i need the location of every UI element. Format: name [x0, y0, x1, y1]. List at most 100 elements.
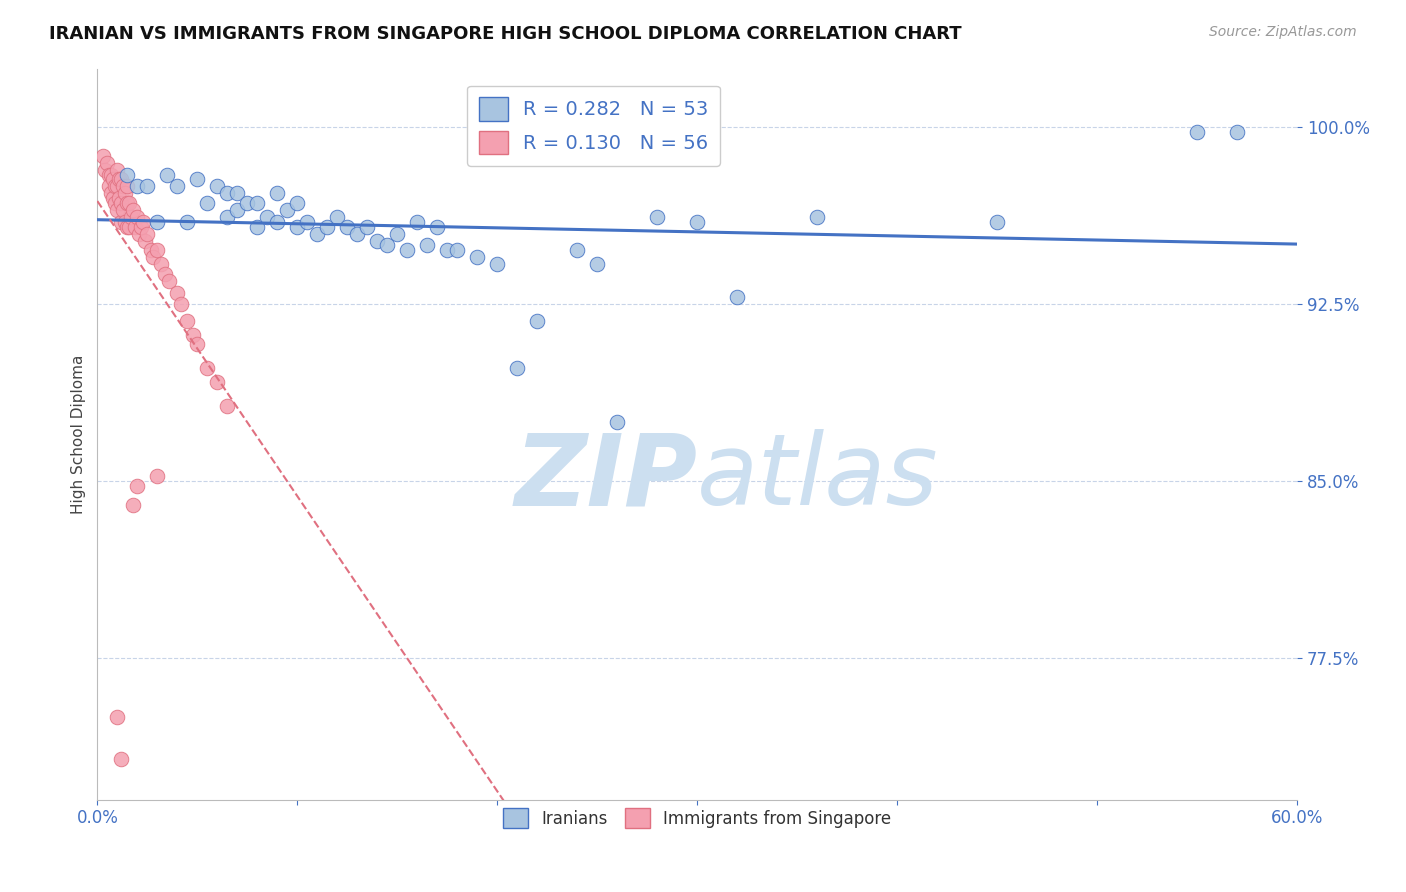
Point: [103, 191, 125, 205]
Point: [117, 196, 139, 211]
Point: [806, 210, 828, 224]
Point: [166, 179, 188, 194]
Point: [226, 202, 249, 217]
Point: [108, 172, 131, 186]
Point: [586, 257, 609, 271]
Point: [118, 196, 141, 211]
Point: [117, 219, 139, 234]
Point: [256, 210, 278, 224]
Point: [426, 219, 449, 234]
Point: [120, 210, 142, 224]
Point: [986, 215, 1008, 229]
Point: [246, 196, 269, 211]
Point: [105, 710, 128, 724]
Point: [103, 172, 125, 186]
Point: [136, 227, 159, 241]
Point: [142, 250, 165, 264]
Point: [246, 219, 269, 234]
Point: [150, 257, 173, 271]
Point: [105, 202, 128, 217]
Point: [100, 168, 122, 182]
Point: [127, 179, 149, 194]
Point: [93, 149, 115, 163]
Point: [217, 210, 239, 224]
Point: [725, 290, 748, 304]
Point: [114, 215, 136, 229]
Point: [387, 227, 409, 241]
Point: [1185, 125, 1208, 139]
Point: [645, 210, 668, 224]
Point: [114, 186, 136, 201]
Point: [110, 215, 132, 229]
Point: [170, 297, 193, 311]
Point: [136, 179, 159, 194]
Point: [567, 243, 589, 257]
Point: [217, 399, 239, 413]
Point: [183, 328, 205, 343]
Point: [134, 234, 156, 248]
Point: [316, 219, 339, 234]
Point: [118, 219, 141, 234]
Point: [141, 243, 163, 257]
Point: [307, 227, 329, 241]
Point: [276, 202, 298, 217]
Y-axis label: High School Diploma: High School Diploma: [72, 354, 86, 514]
Legend: Iranians, Immigrants from Singapore: Iranians, Immigrants from Singapore: [496, 801, 898, 835]
Point: [100, 186, 122, 201]
Point: [217, 186, 239, 201]
Point: [266, 186, 288, 201]
Point: [112, 179, 135, 194]
Point: [146, 215, 169, 229]
Point: [112, 202, 135, 217]
Point: [157, 274, 180, 288]
Point: [108, 191, 131, 205]
Point: [465, 250, 488, 264]
Point: [127, 210, 149, 224]
Point: [105, 162, 128, 177]
Point: [207, 375, 229, 389]
Text: atlas: atlas: [697, 429, 939, 526]
Point: [132, 215, 155, 229]
Point: [176, 215, 198, 229]
Point: [266, 215, 288, 229]
Point: [122, 202, 145, 217]
Point: [186, 172, 208, 186]
Point: [105, 179, 128, 194]
Point: [375, 238, 398, 252]
Point: [506, 361, 529, 376]
Text: Source: ZipAtlas.com: Source: ZipAtlas.com: [1209, 25, 1357, 39]
Point: [127, 479, 149, 493]
Point: [1226, 125, 1249, 139]
Point: [156, 168, 179, 182]
Point: [366, 234, 388, 248]
Point: [356, 219, 378, 234]
Point: [195, 361, 218, 376]
Point: [155, 267, 177, 281]
Point: [406, 215, 429, 229]
Point: [436, 243, 458, 257]
Point: [166, 285, 188, 300]
Point: [285, 219, 308, 234]
Point: [486, 257, 509, 271]
Point: [176, 314, 198, 328]
Text: IRANIAN VS IMMIGRANTS FROM SINGAPORE HIGH SCHOOL DIPLOMA CORRELATION CHART: IRANIAN VS IMMIGRANTS FROM SINGAPORE HIG…: [49, 25, 962, 43]
Point: [336, 219, 359, 234]
Point: [236, 196, 259, 211]
Point: [98, 168, 121, 182]
Point: [226, 186, 249, 201]
Point: [146, 243, 169, 257]
Point: [131, 219, 153, 234]
Point: [146, 469, 169, 483]
Point: [285, 196, 308, 211]
Point: [104, 179, 127, 194]
Point: [110, 196, 132, 211]
Point: [526, 314, 548, 328]
Point: [326, 210, 349, 224]
Point: [297, 215, 319, 229]
Point: [396, 243, 419, 257]
Point: [606, 415, 628, 429]
Point: [122, 498, 145, 512]
Point: [128, 227, 150, 241]
Point: [94, 162, 117, 177]
Point: [207, 179, 229, 194]
